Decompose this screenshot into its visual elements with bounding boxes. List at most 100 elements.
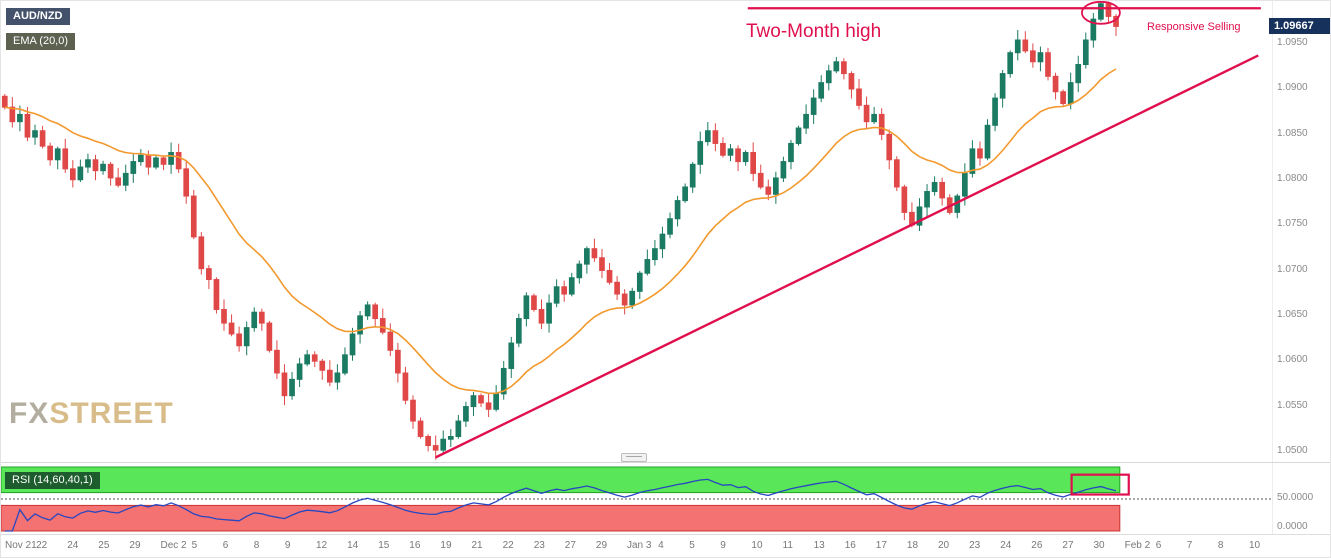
date-tick-label: 9 bbox=[720, 540, 726, 551]
candle-body bbox=[893, 159, 900, 188]
price-axis-separator bbox=[1272, 1, 1273, 534]
candle-body bbox=[281, 372, 288, 397]
ema-indicator-badge[interactable]: EMA (20,0) bbox=[6, 33, 76, 50]
date-tick-label: 9 bbox=[284, 540, 291, 551]
date-tick-label: 12 bbox=[316, 540, 328, 551]
candle-body bbox=[682, 186, 688, 202]
candle-body bbox=[735, 148, 741, 163]
candle-body bbox=[871, 113, 877, 123]
candle-body bbox=[485, 402, 492, 410]
date-tick-label: 22 bbox=[502, 540, 514, 551]
support-trendline bbox=[435, 54, 1259, 459]
candle-body bbox=[402, 372, 409, 401]
candle-body bbox=[788, 142, 794, 163]
candle-body bbox=[591, 248, 598, 259]
candle-body bbox=[236, 333, 242, 347]
rsi-highlight-box bbox=[1070, 473, 1130, 496]
candle-body bbox=[62, 148, 69, 170]
candle-body bbox=[107, 163, 114, 179]
candle-body bbox=[636, 272, 643, 292]
candle-body bbox=[916, 206, 923, 226]
candle-body bbox=[447, 436, 454, 440]
candle-body bbox=[258, 311, 265, 324]
date-tick-label: Dec 2 bbox=[160, 540, 187, 551]
rsi-line bbox=[4, 478, 1117, 532]
candle-body bbox=[1105, 3, 1112, 17]
candle-body bbox=[810, 97, 817, 115]
candle-body bbox=[568, 277, 575, 295]
candle-body bbox=[213, 279, 220, 310]
candle-body bbox=[1, 95, 8, 108]
date-tick-label: 13 bbox=[813, 540, 825, 551]
candle-body bbox=[153, 157, 159, 168]
candle-body bbox=[145, 154, 152, 168]
candle-body bbox=[1022, 39, 1029, 52]
candle-body bbox=[1082, 39, 1089, 66]
candle-body bbox=[576, 263, 583, 279]
candle-body bbox=[780, 161, 787, 179]
candle-body bbox=[296, 363, 303, 380]
date-tick-label: Feb 2 bbox=[1124, 540, 1151, 551]
candle-body bbox=[977, 148, 983, 159]
candle-body bbox=[765, 186, 772, 195]
candle-body bbox=[1067, 82, 1074, 105]
candle-body bbox=[470, 395, 477, 408]
candle-body bbox=[659, 233, 666, 250]
candle-body bbox=[349, 333, 356, 356]
date-tick-label: 20 bbox=[938, 540, 950, 551]
date-tick-label: 6 bbox=[1155, 540, 1162, 551]
candle-body bbox=[531, 295, 537, 310]
candle-body bbox=[606, 269, 613, 283]
candle-body bbox=[584, 248, 590, 265]
candle-body bbox=[1030, 50, 1036, 63]
candle-body bbox=[478, 395, 484, 404]
watermark-street: STREET bbox=[49, 397, 174, 430]
date-tick-label: 21 bbox=[471, 540, 483, 551]
candle-body bbox=[342, 354, 348, 374]
candle-body bbox=[395, 349, 401, 374]
candle-body bbox=[999, 73, 1006, 99]
candle-body bbox=[1052, 75, 1059, 93]
rsi-0-label: 0.0000 bbox=[1277, 521, 1308, 532]
candle-body bbox=[712, 130, 719, 144]
candle-body bbox=[160, 157, 167, 165]
candle-body bbox=[924, 191, 930, 208]
date-tick-label: 19 bbox=[440, 540, 452, 551]
pane-resize-handle[interactable] bbox=[621, 453, 647, 462]
candle-body bbox=[939, 181, 946, 199]
candle-body bbox=[969, 148, 976, 174]
date-tick-label: 27 bbox=[564, 540, 576, 551]
candle-body bbox=[803, 113, 809, 129]
candle-body bbox=[841, 61, 847, 75]
rsi-indicator-badge[interactable]: RSI (14,60,40,1) bbox=[5, 472, 100, 489]
candle-body bbox=[561, 286, 568, 295]
candle-body bbox=[17, 113, 23, 123]
candle-body bbox=[130, 161, 137, 174]
candle-body bbox=[463, 406, 469, 422]
date-tick-label: 16 bbox=[844, 540, 856, 551]
date-tick-label: 16 bbox=[409, 540, 421, 551]
price-tick-label: 1.0650 bbox=[1277, 309, 1308, 321]
date-tick-label: 17 bbox=[875, 540, 887, 551]
candle-body bbox=[727, 148, 734, 156]
candle-body bbox=[742, 152, 749, 163]
date-tick-label: 4 bbox=[658, 540, 664, 551]
candle-body bbox=[515, 318, 522, 344]
pane-divider bbox=[1, 462, 1330, 463]
candle-body bbox=[175, 152, 182, 170]
date-tick-label: 27 bbox=[1062, 540, 1074, 551]
candle-body bbox=[886, 133, 893, 161]
candle-body bbox=[266, 322, 273, 351]
price-tick-label: 1.0850 bbox=[1277, 127, 1308, 139]
candle-body bbox=[77, 166, 84, 181]
candle-body bbox=[138, 154, 144, 163]
rsi-overbought-band bbox=[1, 466, 1121, 494]
candle-body bbox=[289, 378, 295, 397]
candle-body bbox=[372, 304, 379, 320]
candle-body bbox=[818, 82, 825, 99]
date-tick-label: 23 bbox=[533, 540, 545, 551]
candle-body bbox=[24, 113, 31, 138]
fxstreet-watermark: FXSTREET bbox=[9, 397, 174, 431]
